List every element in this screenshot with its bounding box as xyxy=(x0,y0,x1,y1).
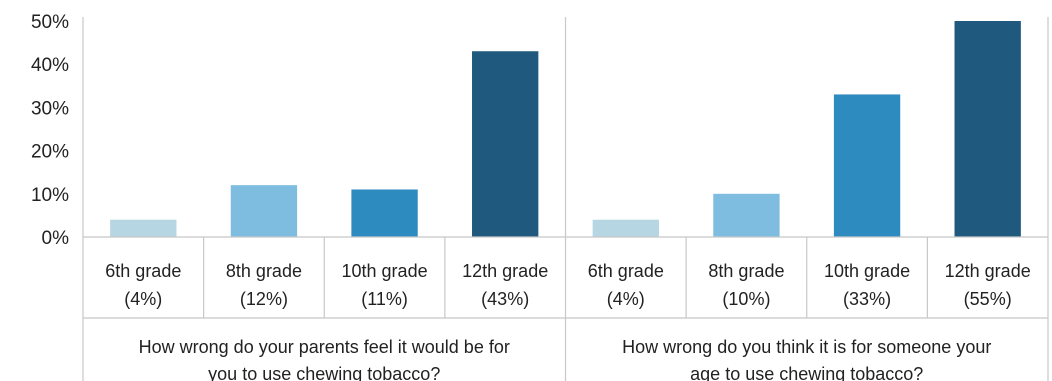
bar xyxy=(110,219,177,237)
group-label: How wrong do you think it is for someone… xyxy=(622,337,991,357)
category-value-label: (12%) xyxy=(240,289,288,309)
group-label: age to use chewing tobacco? xyxy=(690,364,923,381)
y-tick-label: 40% xyxy=(31,55,69,76)
y-tick-label: 0% xyxy=(42,228,70,249)
category-label: 6th grade xyxy=(105,261,181,281)
category-label: 12th grade xyxy=(945,261,1031,281)
category-value-label: (4%) xyxy=(124,289,162,309)
bar xyxy=(592,219,659,237)
y-tick-label: 10% xyxy=(31,185,69,206)
bar xyxy=(833,94,901,237)
y-tick-label: 50% xyxy=(31,12,69,33)
y-tick-label: 30% xyxy=(31,98,69,119)
y-tick-label: 20% xyxy=(31,142,69,163)
x-axis: 6th grade (4%) 8th grade (12%) 10th grade (11… xyxy=(82,17,1049,381)
category-value-label: (4%) xyxy=(607,289,645,309)
bar xyxy=(351,189,418,237)
category-label: 10th grade xyxy=(342,261,428,281)
category-value-label: (11%) xyxy=(361,289,408,309)
category-value-label: (10%) xyxy=(722,289,770,309)
group-label: How wrong do your parents feel it would … xyxy=(139,337,510,357)
category-value-label: (55%) xyxy=(964,289,1012,309)
bar xyxy=(954,21,1021,237)
category-label: 6th grade xyxy=(588,261,664,281)
category-label: 8th grade xyxy=(226,261,302,281)
bar xyxy=(713,193,780,237)
category-value-label: (33%) xyxy=(843,289,891,309)
category-label: 12th grade xyxy=(462,261,548,281)
bar xyxy=(230,185,298,237)
category-label: 8th grade xyxy=(708,261,784,281)
y-axis: 0% 10% 20% 30% 40% 50% xyxy=(31,12,84,249)
group-label: you to use chewing tobacco? xyxy=(208,364,440,381)
bars xyxy=(110,21,1021,237)
bar xyxy=(472,51,539,237)
category-label: 10th grade xyxy=(824,261,910,281)
category-value-label: (43%) xyxy=(481,289,529,309)
